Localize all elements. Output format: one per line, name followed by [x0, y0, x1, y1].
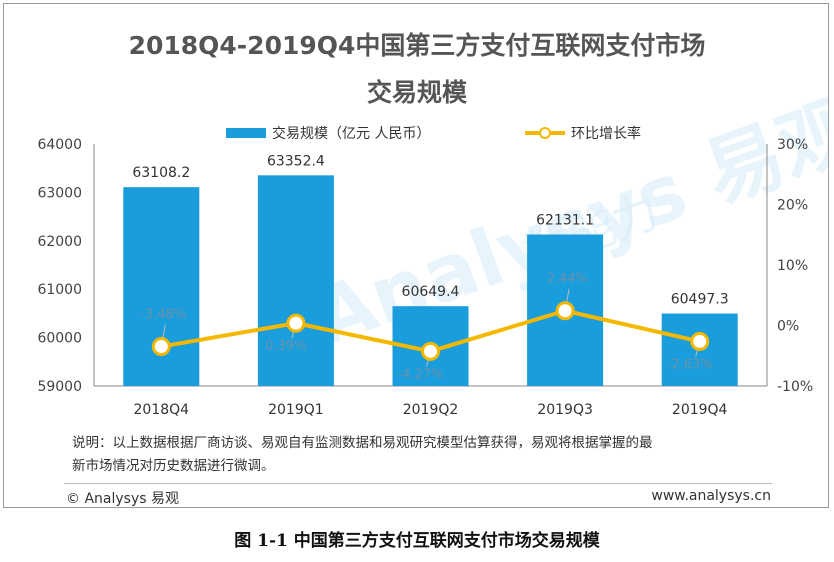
- chart-title-line-1: 2018Q4-2019Q4中国第三方支付互联网支付市场: [128, 31, 706, 60]
- growth-point-2018Q4: [151, 337, 171, 357]
- x-tick-label: 2019Q2: [403, 402, 459, 418]
- footer-divider: [64, 483, 772, 484]
- bar-value-label: 63352.4: [267, 153, 325, 169]
- legend-item-volume: 交易规模（亿元 人民币）: [226, 123, 430, 143]
- growth-point-2019Q4: [690, 331, 710, 351]
- growth-value-label: -4.27%: [398, 367, 444, 382]
- chart-note: 说明：以上数据根据厂商访谈、易观自有监测数据和易观研究模型估算获得，易观将根据掌…: [72, 432, 772, 478]
- note-line-1: 说明：以上数据根据厂商访谈、易观自有监测数据和易观研究模型估算获得，易观将根据掌…: [72, 435, 653, 451]
- bar-value-label: 62131.1: [536, 212, 594, 228]
- y-left-tick-label: 62000: [37, 234, 82, 250]
- y-left-tick-label: 60000: [37, 331, 82, 347]
- footer-brand: © Analysys 易观: [66, 491, 179, 507]
- note-line-2: 新市场情况对历史数据进行微调。: [72, 458, 275, 474]
- y-left-tick-label: 63000: [37, 185, 82, 201]
- bar-value-label: 60497.3: [671, 292, 729, 308]
- y-left-tick-label: 61000: [37, 282, 82, 298]
- bar-2019Q1: [257, 175, 334, 386]
- bar-2018Q4: [123, 187, 200, 386]
- footer-url: www.analysys.cn: [651, 488, 771, 504]
- growth-point-2019Q1: [286, 313, 306, 333]
- chart-title-line-2: 交易规模: [366, 78, 467, 107]
- growth-value-label: -3.48%: [140, 308, 186, 323]
- legend-label-volume: 交易规模（亿元 人民币）: [272, 126, 431, 142]
- y-right-tick-label: 10%: [777, 258, 808, 274]
- x-tick-label: 2019Q4: [672, 402, 728, 418]
- y-left-tick-label: 59000: [37, 379, 82, 395]
- growth-point-2019Q3: [555, 301, 575, 321]
- legend: 交易规模（亿元 人民币） 环比增长率: [4, 123, 828, 143]
- growth-value-label: 2.44%: [546, 272, 587, 287]
- growth-point-2019Q2: [421, 341, 440, 361]
- y-right-tick-label: -10%: [777, 379, 813, 395]
- bar-value-label: 63108.2: [132, 165, 190, 181]
- x-tick-label: 2018Q4: [134, 402, 190, 418]
- chart-canvas: Analysys 易观数能力59000600006100062000630006…: [37, 83, 828, 418]
- y-left-tick-label: 64000: [37, 137, 82, 153]
- growth-value-label: -2.63%: [667, 357, 713, 372]
- y-right-tick-label: 0%: [777, 319, 799, 335]
- x-tick-label: 2019Q1: [268, 402, 324, 418]
- x-tick-label: 2019Q3: [537, 402, 593, 418]
- legend-label-growth: 环比增长率: [571, 126, 641, 142]
- y-right-tick-label: 20%: [777, 198, 808, 214]
- legend-line-swatch: [525, 126, 565, 140]
- y-right-tick-label: 30%: [777, 137, 808, 153]
- chart-frame: Analysys 易观 数能力 59000 60000 61000 62000 63000 6…: [3, 3, 829, 508]
- bar-value-label: 60649.4: [402, 284, 460, 300]
- legend-item-growth: 环比增长率: [525, 123, 641, 143]
- legend-bar-swatch: [226, 128, 266, 138]
- growth-value-label: 0.39%: [265, 339, 306, 354]
- figure-caption: 图 1-1 中国第三方支付互联网支付市场交易规模: [234, 531, 600, 551]
